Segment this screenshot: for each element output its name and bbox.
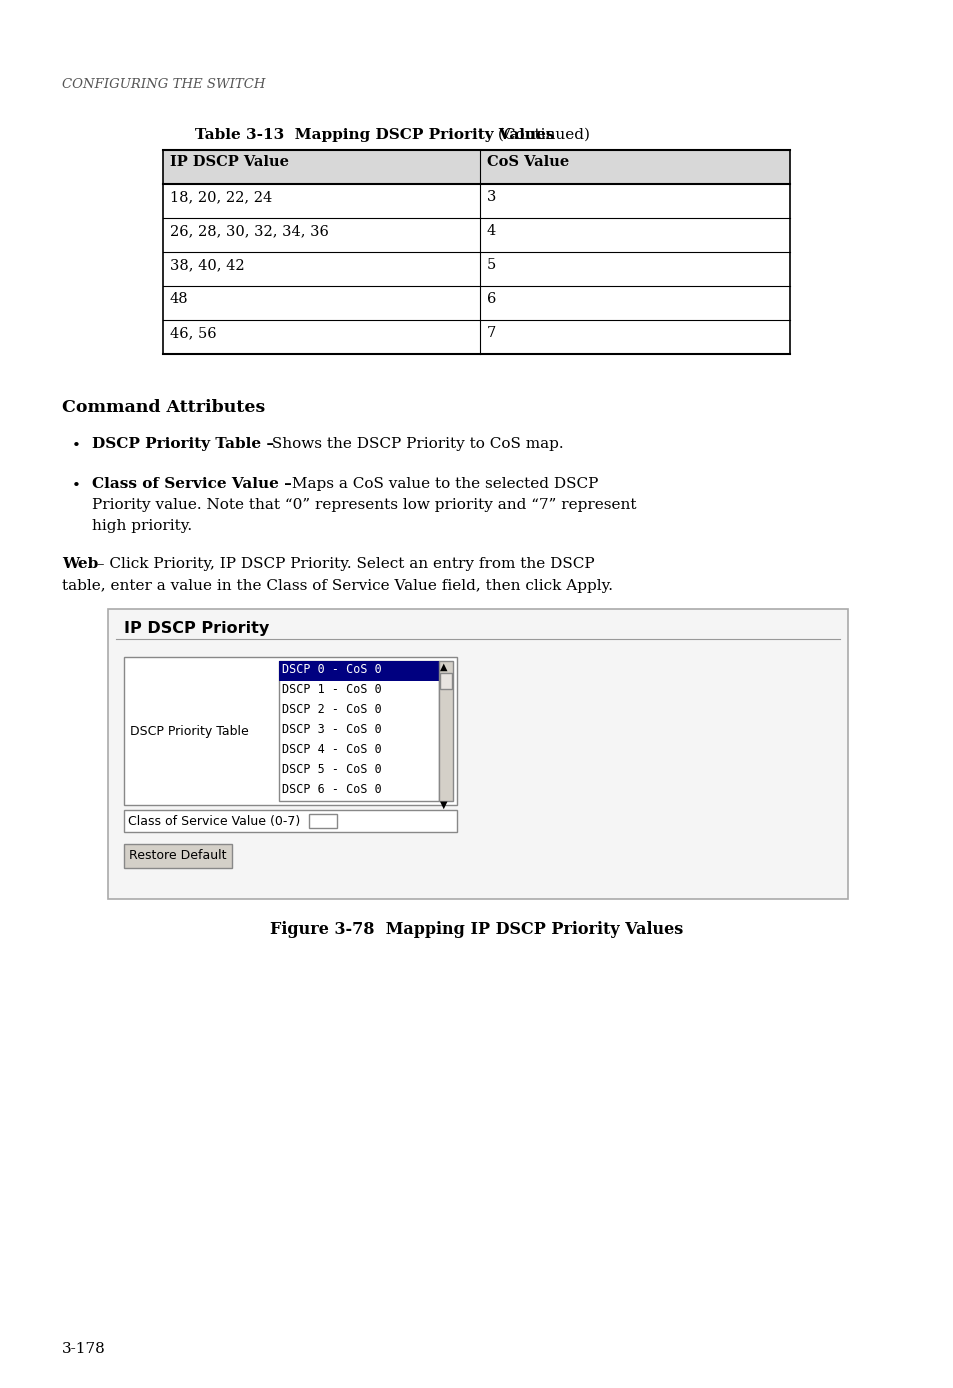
Text: Web: Web xyxy=(62,557,98,570)
Bar xyxy=(163,150,789,185)
Text: Shows the DSCP Priority to CoS map.: Shows the DSCP Priority to CoS map. xyxy=(267,437,563,451)
Bar xyxy=(163,185,789,218)
Text: 7: 7 xyxy=(486,326,496,340)
Text: DSCP 5 - CoS 0: DSCP 5 - CoS 0 xyxy=(282,763,381,776)
Text: (Continued): (Continued) xyxy=(493,128,589,142)
Text: •: • xyxy=(71,439,81,452)
FancyBboxPatch shape xyxy=(108,609,847,899)
Text: 46, 56: 46, 56 xyxy=(170,326,216,340)
Bar xyxy=(163,218,789,253)
Text: DSCP 0 - CoS 0: DSCP 0 - CoS 0 xyxy=(282,663,381,676)
Bar xyxy=(124,657,456,805)
Text: DSCP 3 - CoS 0: DSCP 3 - CoS 0 xyxy=(282,723,381,736)
Text: 26, 28, 30, 32, 34, 36: 26, 28, 30, 32, 34, 36 xyxy=(170,223,329,237)
Bar xyxy=(278,661,438,682)
Bar xyxy=(278,661,438,801)
Text: CONFIGURING THE SWITCH: CONFIGURING THE SWITCH xyxy=(62,78,265,92)
Text: 3: 3 xyxy=(486,190,496,204)
Bar xyxy=(124,811,456,831)
Text: 48: 48 xyxy=(170,291,189,305)
Text: DSCP Priority Table –: DSCP Priority Table – xyxy=(91,437,274,451)
Text: DSCP 1 - CoS 0: DSCP 1 - CoS 0 xyxy=(282,683,381,695)
Text: DSCP 6 - CoS 0: DSCP 6 - CoS 0 xyxy=(282,783,381,795)
Text: table, enter a value in the Class of Service Value field, then click Apply.: table, enter a value in the Class of Ser… xyxy=(62,579,613,593)
Bar xyxy=(163,253,789,286)
Text: ▼: ▼ xyxy=(439,799,447,811)
Text: DSCP 2 - CoS 0: DSCP 2 - CoS 0 xyxy=(282,702,381,716)
Text: Command Attributes: Command Attributes xyxy=(62,398,265,416)
Text: CoS Value: CoS Value xyxy=(486,155,569,169)
Bar xyxy=(309,813,336,829)
Bar xyxy=(124,844,232,868)
Text: Priority value. Note that “0” represents low priority and “7” represent: Priority value. Note that “0” represents… xyxy=(91,498,636,512)
Text: •: • xyxy=(71,479,81,493)
Text: Table 3-13  Mapping DSCP Priority Values: Table 3-13 Mapping DSCP Priority Values xyxy=(194,128,554,142)
Text: Class of Service Value (0-7): Class of Service Value (0-7) xyxy=(128,815,300,829)
Bar xyxy=(163,286,789,321)
Text: DSCP 4 - CoS 0: DSCP 4 - CoS 0 xyxy=(282,743,381,756)
Text: IP DSCP Priority: IP DSCP Priority xyxy=(124,620,269,636)
Text: 18, 20, 22, 24: 18, 20, 22, 24 xyxy=(170,190,272,204)
Text: Maps a CoS value to the selected DSCP: Maps a CoS value to the selected DSCP xyxy=(287,477,598,491)
Text: high priority.: high priority. xyxy=(91,519,192,533)
Text: 4: 4 xyxy=(486,223,496,237)
Bar xyxy=(439,673,452,688)
Bar xyxy=(163,321,789,354)
Text: Figure 3-78  Mapping IP DSCP Priority Values: Figure 3-78 Mapping IP DSCP Priority Val… xyxy=(270,922,683,938)
Text: 5: 5 xyxy=(486,258,496,272)
Bar xyxy=(438,661,453,801)
Text: Restore Default: Restore Default xyxy=(129,849,227,862)
Text: 38, 40, 42: 38, 40, 42 xyxy=(170,258,244,272)
Text: Class of Service Value –: Class of Service Value – xyxy=(91,477,292,491)
Text: IP DSCP Value: IP DSCP Value xyxy=(170,155,289,169)
Text: – Click Priority, IP DSCP Priority. Select an entry from the DSCP: – Click Priority, IP DSCP Priority. Sele… xyxy=(91,557,594,570)
Text: 3-178: 3-178 xyxy=(62,1342,106,1356)
Text: DSCP Priority Table: DSCP Priority Table xyxy=(130,725,249,738)
Text: ▲: ▲ xyxy=(439,662,447,672)
Text: 6: 6 xyxy=(486,291,496,305)
